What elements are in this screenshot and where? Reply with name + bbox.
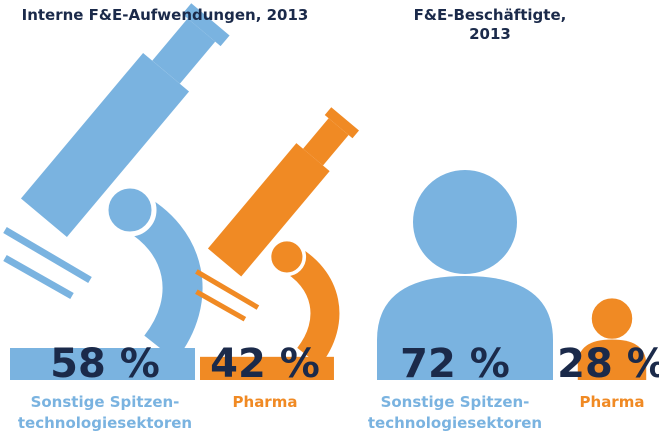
stage-clip [5, 230, 90, 280]
category-label: Pharma [512, 392, 659, 413]
person-head [411, 168, 519, 276]
stage-clip [196, 271, 258, 307]
value-label: 72 % [400, 341, 510, 387]
chart-title: Interne F&E-Aufwendungen, 2013 [5, 6, 325, 25]
value-label: 42 % [210, 341, 320, 387]
person-head [591, 298, 633, 340]
microscope-icon [5, 0, 233, 380]
category-label: Pharma [165, 392, 365, 413]
knob [106, 186, 154, 234]
infographic: 58 % 42 % 72 % 28 % Interne F&E-Aufwendunge… [0, 0, 659, 436]
value-label: 58 % [50, 341, 160, 387]
chart: 58 % 42 % 72 % 28 % [0, 0, 659, 436]
chart-title: F&E-Beschäftigte, 2013 [400, 6, 580, 44]
value-label: 28 % [557, 341, 659, 387]
microscope-icon [196, 105, 361, 380]
knob [270, 240, 305, 275]
